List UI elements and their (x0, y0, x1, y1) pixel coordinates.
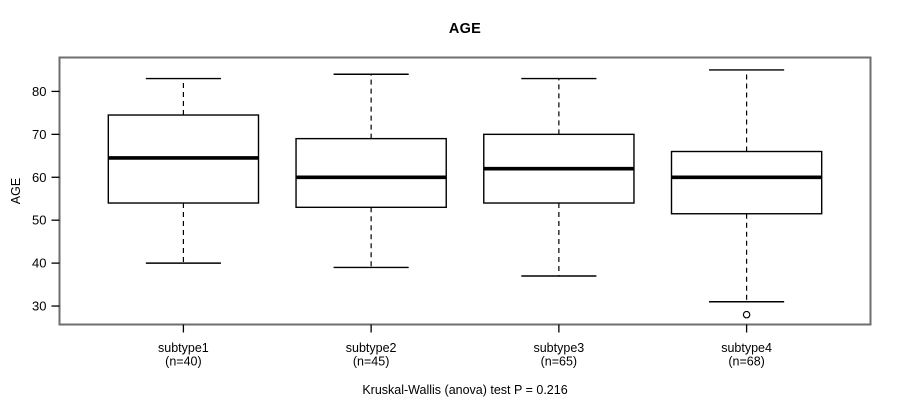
iqr-box (670, 150, 823, 215)
outlier-point (742, 310, 751, 319)
y-axis-tick-label: 60 (32, 170, 46, 185)
y-axis-tick-label: 50 (32, 213, 46, 228)
y-axis-tick-label: 80 (32, 84, 46, 99)
x-category-label: subtype3 (533, 341, 584, 355)
x-category-sublabel: (n=45) (353, 355, 389, 369)
plot-frame (58, 56, 872, 326)
iqr-box (295, 137, 447, 209)
y-axis-tick-label: 40 (32, 256, 46, 271)
y-axis-tick-label: 30 (32, 299, 46, 314)
stat-test-caption: Kruskal-Wallis (anova) test P = 0.216 (362, 383, 568, 397)
x-category-label: subtype4 (721, 341, 772, 355)
x-category-sublabel: (n=65) (541, 355, 577, 369)
y-axis-tick-label: 70 (32, 127, 46, 142)
x-category-sublabel: (n=40) (165, 355, 201, 369)
x-category-sublabel: (n=68) (728, 355, 764, 369)
x-category-label: subtype2 (346, 341, 397, 355)
chart-title: AGE (448, 21, 482, 37)
x-category-label: subtype1 (158, 341, 209, 355)
